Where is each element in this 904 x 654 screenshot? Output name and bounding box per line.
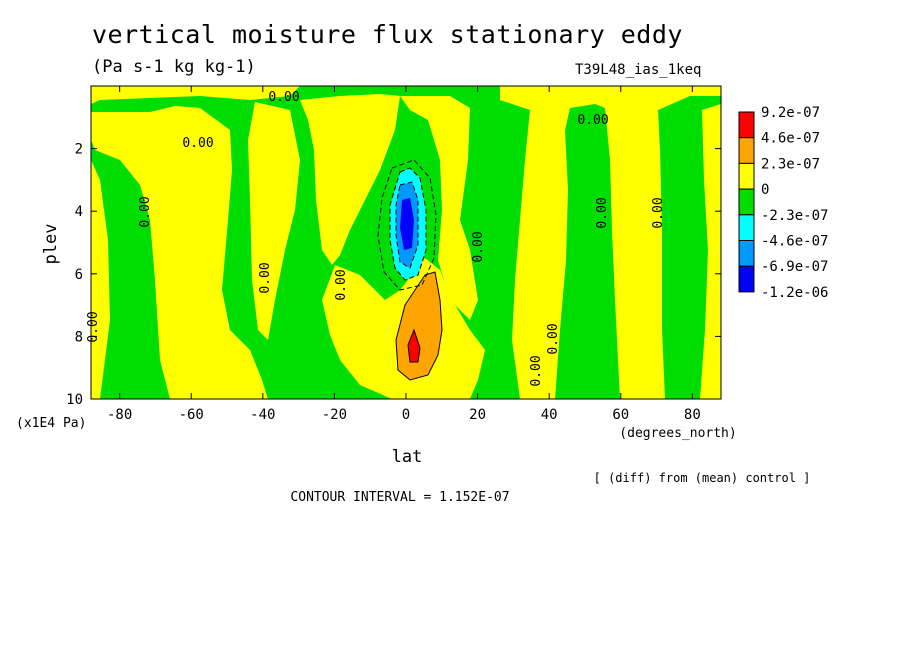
colorbar-label: -6.9e-07 <box>761 259 828 275</box>
contour-label: 0.00 <box>577 113 608 128</box>
colorbar-label: -4.6e-07 <box>761 234 828 250</box>
x-tick-label: -80 <box>107 407 132 423</box>
colorbar-swatch <box>738 214 755 242</box>
colorbar-swatch <box>738 188 755 216</box>
positive-core-outer <box>395 271 443 381</box>
contour-label: 0.00 <box>595 197 610 228</box>
footnote-text: [ (diff) from (mean) control ] <box>594 471 811 485</box>
contour-label: 0.00 <box>258 262 273 293</box>
contour-label: 0.00 <box>651 197 666 228</box>
contour-label: 0.00 <box>334 269 349 300</box>
colorbar-label: 0 <box>761 182 769 198</box>
y-axis-units: (x1E4 Pa) <box>16 416 86 431</box>
contour-interval-text: CONTOUR INTERVAL = 1.152E-07 <box>290 490 509 505</box>
plot-field <box>91 86 721 399</box>
y-axis-ticks: 2 4 6 8 10 <box>66 142 721 408</box>
x-tick-label: 80 <box>684 407 701 423</box>
y-tick-label: 4 <box>75 204 83 220</box>
colorbar-swatch <box>738 137 755 164</box>
x-tick-label: 0 <box>402 407 410 423</box>
positive-region-nw-edge <box>91 160 110 399</box>
positive-region-east-central <box>400 96 478 320</box>
contour-label: 0.00 <box>529 355 544 386</box>
contour-label: 0.00 <box>86 311 101 342</box>
colorbar-label: 4.6e-07 <box>761 131 820 147</box>
contour-label: 0.00 <box>268 90 299 105</box>
positive-region-west <box>91 106 268 399</box>
x-axis-units: (degrees_north) <box>619 426 736 441</box>
x-tick-label: -20 <box>322 407 347 423</box>
contour-label: 0.00 <box>182 136 213 151</box>
colorbar-swatch <box>738 162 755 190</box>
y-tick-label: 2 <box>75 142 83 158</box>
x-tick-label: 60 <box>612 407 629 423</box>
positive-region-top-west <box>91 86 300 104</box>
run-id-label: T39L48_ias_1keq <box>575 62 702 78</box>
negative-core-inner <box>400 198 414 250</box>
x-axis-label: lat <box>392 447 423 467</box>
x-axis-ticks: -80 -60 -40 -20 0 20 40 60 80 <box>107 86 701 423</box>
colorbar-label: -2.3e-07 <box>761 208 828 224</box>
positive-region-midwest <box>248 102 300 340</box>
contour-label: 0.00 <box>546 323 561 354</box>
contour-labels: 0.000.000.000.00 0.00 0.000.000.000.000.00… <box>86 90 666 387</box>
units-label: (Pa s-1 kg kg-1) <box>92 57 256 77</box>
contour-label: 0.00 <box>138 196 153 227</box>
colorbar-label: 2.3e-07 <box>761 156 820 172</box>
x-tick-label: -60 <box>179 407 204 423</box>
colorbar-swatch <box>738 240 755 267</box>
contour-label: 0.00 <box>471 231 486 262</box>
positive-core-inner <box>407 328 421 363</box>
colorbar-label: -1.2e-06 <box>761 285 828 301</box>
y-tick-label: 6 <box>75 267 83 283</box>
colorbar-swatch <box>738 265 755 293</box>
chart-title: vertical moisture flux stationary eddy <box>92 20 683 49</box>
y-axis-label: plev <box>41 224 61 265</box>
positive-region-central <box>300 94 400 265</box>
positive-region-far-east <box>700 104 721 399</box>
colorbar-label: 9.2e-07 <box>761 105 820 121</box>
x-tick-label: -40 <box>250 407 275 423</box>
y-tick-label: 8 <box>75 329 83 345</box>
x-tick-label: 20 <box>469 407 486 423</box>
positive-region-east <box>500 86 721 399</box>
colorbar: 9.2e-07 4.6e-07 2.3e-07 0 -2.3e-07 -4.6e-07 -6… <box>738 105 828 301</box>
y-tick-label: 10 <box>66 392 83 408</box>
colorbar-swatch <box>738 111 755 139</box>
x-tick-label: 40 <box>541 407 558 423</box>
